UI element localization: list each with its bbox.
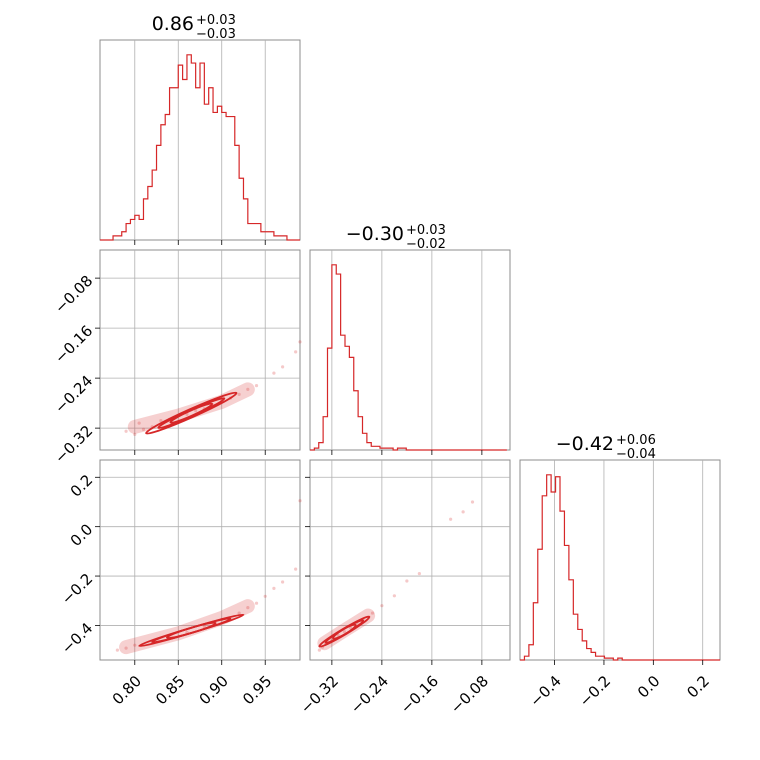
sample-point [159,419,163,423]
histogram-line [310,264,507,451]
title-minus: −0.03 [196,27,236,42]
x-tick-label-p2: −0.08 [447,672,492,717]
sample-point [141,427,146,431]
sample-point [124,429,128,433]
panel-frame-p1-p2 [99,249,301,451]
joint-p2-p3 [310,460,510,660]
sample-point [461,510,465,514]
panel-frame-p1-p3 [99,459,301,661]
histogram-line [100,54,300,241]
x-tick-label-p3: 0.0 [634,672,664,702]
sample-point [124,646,128,650]
sample-point [246,387,250,391]
histogram-p1 [100,40,300,241]
density-contour [145,391,238,435]
y-tick-label-p2: −0.16 [51,322,96,367]
x-tick-label-p2: −0.32 [297,672,342,717]
panel-title-p2: −0.30 +0.03−0.02 [346,223,446,252]
y-tick-label-p3: 0.2 [67,471,97,501]
sample-point [392,594,396,598]
joint-p1-p3 [100,460,302,660]
histogram-line [520,474,720,661]
sample-point [298,340,302,344]
density-band [119,599,255,655]
title-plus: +0.06 [616,433,656,448]
sample-point [133,643,137,647]
sample-point [470,500,475,504]
sample-point [317,648,321,652]
y-tick-label-p2: −0.08 [51,272,96,317]
panel-title-p3: −0.42 +0.06−0.04 [556,433,656,462]
sample-point [237,392,241,396]
density-contour [169,402,214,424]
sample-point [281,365,285,369]
sample-point [254,384,259,388]
x-tick-label-p1: 0.85 [152,672,188,708]
sample-point [298,499,302,503]
x-tick-label-p1: 0.90 [196,672,232,708]
x-tick-label-p1: 0.95 [239,672,275,708]
x-tick-label-p2: −0.24 [347,672,392,717]
sample-point [294,567,298,571]
sample-point [272,371,276,375]
x-tick-label-p3: −0.2 [576,672,614,710]
x-tick-label-p2: −0.16 [397,672,442,717]
title-plus: +0.03 [406,223,446,238]
title-plus: +0.03 [196,13,236,28]
sample-point [272,586,276,590]
panel-frame-p3 [519,459,721,661]
y-tick-label-p2: −0.24 [51,372,96,417]
panel-frame-p1 [99,39,301,241]
y-tick-label-p3: −0.2 [58,570,96,608]
sample-point [137,421,141,425]
panel-title-p1: 0.86 +0.03−0.03 [152,13,236,42]
sample-point [449,517,453,521]
title-value: 0.86 [152,13,194,35]
panel-frame-p2 [309,249,511,451]
title-minus: −0.04 [616,447,656,462]
sample-point [342,630,346,634]
sample-point [115,648,119,652]
histogram-p3 [520,460,720,661]
joint-p1-p2 [100,250,302,450]
y-tick-label-p3: 0.0 [67,520,97,550]
sample-point [263,594,267,598]
title-value: −0.42 [556,433,614,455]
panel-frame-p2-p3 [309,459,511,661]
histogram-p2 [310,250,507,451]
sample-point [133,432,137,436]
sample-point [405,579,409,583]
sample-point [370,611,375,615]
x-tick-label-p3: −0.4 [526,672,564,710]
title-value: −0.30 [346,223,404,245]
density-contour [332,623,357,640]
y-tick-label-p2: −0.32 [51,422,96,467]
sample-point [246,606,250,610]
title-minus: −0.02 [406,237,446,252]
density-contour [166,621,217,639]
sample-point [237,611,241,615]
y-tick-label-p3: −0.4 [58,619,96,657]
x-tick-label-p3: 0.2 [683,672,713,702]
sample-point [202,625,206,629]
sample-point [336,633,340,637]
sample-point [380,604,384,608]
sample-point [294,350,298,354]
x-tick-label-p1: 0.80 [109,672,145,708]
sample-point [254,601,259,605]
sample-point [281,580,285,584]
sample-point [417,571,421,576]
sample-point [349,626,353,630]
